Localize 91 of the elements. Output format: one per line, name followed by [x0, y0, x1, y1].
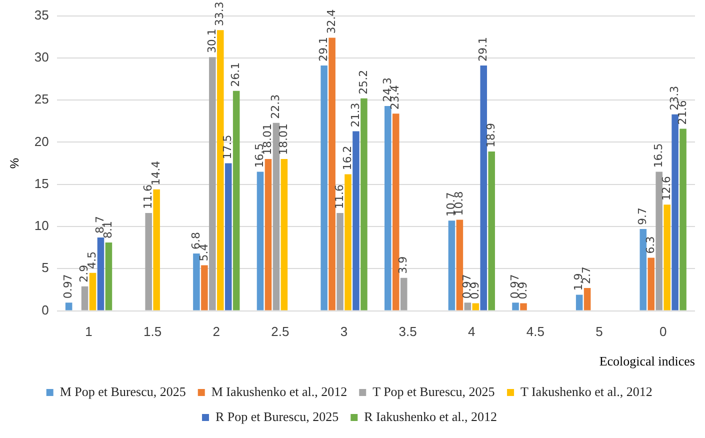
- data-label: 9.7: [636, 208, 650, 226]
- bar: [209, 57, 216, 310]
- bar: [105, 242, 112, 310]
- data-label: 14.4: [149, 160, 162, 186]
- data-label: 11.6: [332, 184, 346, 210]
- bar: [280, 159, 288, 310]
- data-label: 18.01: [277, 124, 290, 155]
- legend-label: R Iakushenko et al., 2012: [364, 408, 498, 424]
- bar: [472, 303, 480, 310]
- data-label: 18.9: [484, 123, 498, 148]
- data-label: 0.97: [62, 274, 75, 299]
- data-label: 32.4: [324, 9, 338, 34]
- bar: [201, 265, 208, 310]
- bar: [344, 174, 352, 310]
- x-axis-title: Ecological indices: [599, 354, 695, 369]
- bar: [576, 294, 583, 310]
- bar: [352, 131, 360, 310]
- bar: [97, 237, 104, 310]
- bar: [664, 204, 670, 310]
- x-tick-label: 0: [659, 324, 667, 340]
- bar: [680, 128, 686, 310]
- bar: [480, 66, 488, 310]
- legend-label: R Pop et Burescu, 2025: [216, 408, 339, 424]
- bar: [400, 278, 408, 310]
- data-label: 16.5: [652, 143, 665, 168]
- legend-label: T Iakushenko et al., 2012: [520, 384, 652, 399]
- bar: [672, 114, 678, 310]
- data-label: 11.6: [141, 184, 154, 210]
- bar: [264, 159, 272, 310]
- data-label: 21.3: [348, 102, 362, 128]
- bar: [512, 302, 519, 310]
- data-label: 25.2: [356, 70, 370, 94]
- bar: [384, 106, 392, 310]
- bar: [360, 98, 368, 310]
- data-label: 29.1: [316, 37, 330, 62]
- bar: [145, 213, 152, 310]
- bar: [336, 213, 344, 310]
- bar: [272, 122, 280, 310]
- legend-label: M Iakushenko et al., 2012: [211, 384, 348, 399]
- bar: [256, 172, 264, 310]
- bar: [65, 302, 72, 310]
- bar: [464, 302, 472, 310]
- bar: [320, 66, 328, 310]
- x-tick-label: 5: [596, 324, 603, 340]
- x-tick-label: 1: [85, 324, 92, 340]
- legend-label: M Pop et Burescu, 2025: [60, 384, 186, 399]
- bar: [81, 286, 88, 310]
- y-tick-label: 10: [34, 218, 49, 234]
- bar: [232, 90, 240, 310]
- bar: [648, 258, 655, 310]
- y-tick-label: 15: [34, 176, 49, 191]
- y-tick-label: 35: [34, 7, 49, 22]
- bar: [520, 303, 527, 310]
- data-label: 6.3: [644, 236, 657, 254]
- bar: [153, 189, 160, 310]
- bar: [640, 229, 647, 310]
- data-label: 23.4: [388, 85, 402, 110]
- data-label: 12.6: [660, 176, 673, 201]
- data-label: 26.1: [229, 62, 242, 87]
- bar: [224, 163, 232, 310]
- bar: [89, 272, 96, 310]
- bar: [584, 288, 591, 310]
- y-axis-title: %: [8, 158, 22, 169]
- x-tick-label: 4.5: [526, 324, 545, 340]
- x-tick-label: 2.5: [271, 324, 290, 340]
- bar: [656, 172, 662, 310]
- y-tick-label: 0: [42, 302, 49, 318]
- bar: [193, 253, 200, 310]
- data-label: 17.5: [221, 134, 234, 160]
- x-tick-label: 3: [340, 324, 348, 340]
- x-tick-label: 4: [468, 324, 476, 340]
- bar: [456, 220, 464, 310]
- x-tick-label: 2: [212, 324, 220, 340]
- y-tick-label: 5: [42, 260, 49, 276]
- bar: [448, 220, 456, 310]
- x-tick-label: 3.5: [398, 324, 417, 340]
- bar: [328, 38, 336, 310]
- data-label: 29.1: [476, 37, 490, 62]
- data-label: 33.3: [213, 2, 226, 26]
- x-tick-label: 1.5: [144, 324, 162, 340]
- legend-label: T Pop et Burescu, 2025: [372, 384, 495, 399]
- data-label: 30.1: [205, 28, 218, 54]
- data-label: 16.2: [340, 146, 354, 170]
- data-label: 22.3: [269, 94, 282, 119]
- y-tick-label: 25: [34, 92, 49, 107]
- bar: [392, 114, 400, 310]
- bar: [216, 30, 224, 310]
- y-tick-label: 30: [34, 50, 49, 65]
- data-label: 3.9: [396, 256, 410, 274]
- bar: [488, 152, 495, 310]
- y-tick-label: 20: [34, 134, 49, 149]
